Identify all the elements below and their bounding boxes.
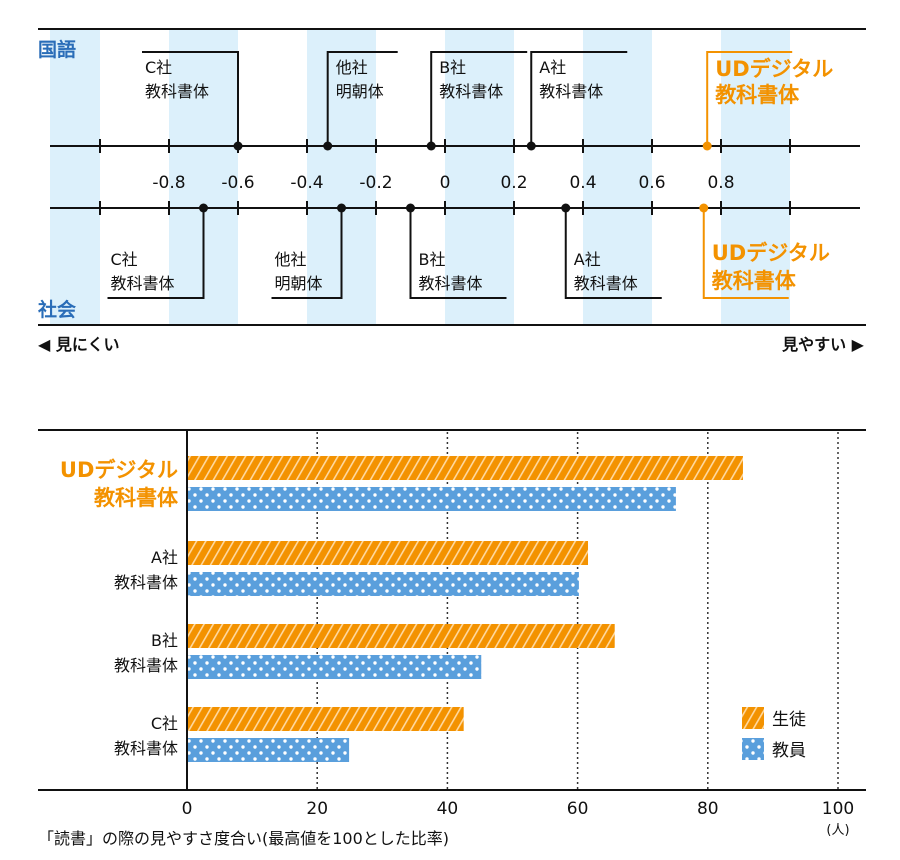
bar-生徒	[187, 541, 589, 565]
category-label: 教科書体	[114, 656, 178, 675]
leader-line	[430, 51, 528, 146]
legend-swatch	[742, 738, 764, 760]
x-axis-label: 「読書」の際の見やすさ度合い(最高値を100とした比率)	[38, 829, 449, 848]
tick-label: 0	[440, 173, 451, 193]
category-label: C社	[151, 714, 178, 733]
data-point	[426, 141, 436, 151]
tick-label: 0.2	[500, 173, 527, 193]
category-label: 教科書体	[114, 573, 178, 592]
bar-教員	[187, 572, 579, 596]
tick-label: 0.8	[707, 173, 734, 193]
category-label: 教科書体	[114, 739, 178, 758]
tick-label: -0.4	[290, 173, 323, 193]
bar-教員	[187, 738, 350, 762]
point-label: 他社	[336, 58, 368, 77]
point-label: 教科書体	[574, 274, 638, 293]
point-label: 教科書体	[715, 83, 800, 107]
background-band	[50, 30, 100, 325]
point-label: C社	[111, 250, 138, 269]
easy-to-see-label: 見やすい ▶	[781, 335, 865, 354]
data-point	[699, 203, 709, 213]
point-label: UDデジタル	[715, 57, 833, 81]
point-label: UDデジタル	[712, 241, 830, 265]
point-label: 教科書体	[439, 82, 503, 101]
data-point	[337, 203, 346, 213]
tick-label: 80	[697, 799, 719, 819]
data-point	[233, 141, 243, 151]
leader-line	[409, 208, 507, 299]
point-label: A社	[539, 58, 566, 77]
point-label: 教科書体	[712, 269, 797, 293]
legend-label: 教員	[772, 741, 806, 761]
leader-line	[564, 208, 662, 299]
bar-教員	[187, 655, 482, 679]
point-label: 教科書体	[539, 82, 603, 101]
bar-教員	[187, 487, 676, 511]
background-band	[583, 30, 652, 325]
hard-to-see-label: ◀ 見にくい	[38, 335, 120, 354]
background-band	[721, 30, 790, 325]
point-label: B社	[419, 250, 446, 269]
tick-label: 20	[306, 799, 328, 819]
row-label-kokugo: 国語	[38, 38, 76, 61]
data-point	[702, 141, 712, 151]
leader-line	[107, 208, 205, 299]
data-point	[406, 203, 415, 213]
bar-生徒	[187, 707, 464, 731]
category-label: A社	[151, 548, 178, 567]
point-label: C社	[145, 58, 172, 77]
leader-line	[706, 51, 793, 146]
category-label: 教科書体	[94, 486, 179, 510]
point-label: 明朝体	[336, 82, 384, 101]
data-point	[561, 203, 571, 213]
legend-label: 生徒	[772, 710, 806, 730]
tick-label: -0.2	[359, 173, 392, 193]
category-label: UDデジタル	[60, 458, 178, 482]
point-label: B社	[439, 58, 466, 77]
point-label: 教科書体	[419, 274, 483, 293]
data-point	[199, 203, 208, 213]
bar-生徒	[187, 624, 615, 648]
point-label: A社	[574, 250, 601, 269]
tick-label: -0.6	[221, 173, 254, 193]
tick-label: -0.8	[152, 173, 185, 193]
tick-label: 0.6	[638, 173, 665, 193]
tick-label: 0.4	[569, 173, 596, 193]
tick-label: 100	[822, 799, 854, 819]
point-label: 他社	[275, 250, 307, 269]
leader-line	[530, 51, 628, 146]
point-label: 明朝体	[275, 274, 323, 293]
leader-line	[702, 208, 789, 299]
tick-label: 40	[437, 799, 459, 819]
leader-line	[271, 208, 343, 299]
data-point	[323, 141, 333, 151]
point-label: 教科書体	[145, 82, 209, 101]
tick-label: 0	[182, 799, 193, 819]
leader-line	[326, 51, 398, 146]
tick-label: 60	[567, 799, 589, 819]
row-label-shakai: 社会	[37, 298, 76, 321]
bar-生徒	[187, 456, 743, 480]
data-point	[526, 141, 536, 151]
leader-line	[142, 51, 239, 146]
category-label: B社	[151, 631, 178, 650]
unit-label: (人)	[826, 823, 849, 838]
background-band	[445, 30, 514, 325]
legend-swatch	[742, 707, 764, 729]
point-label: 教科書体	[111, 274, 175, 293]
